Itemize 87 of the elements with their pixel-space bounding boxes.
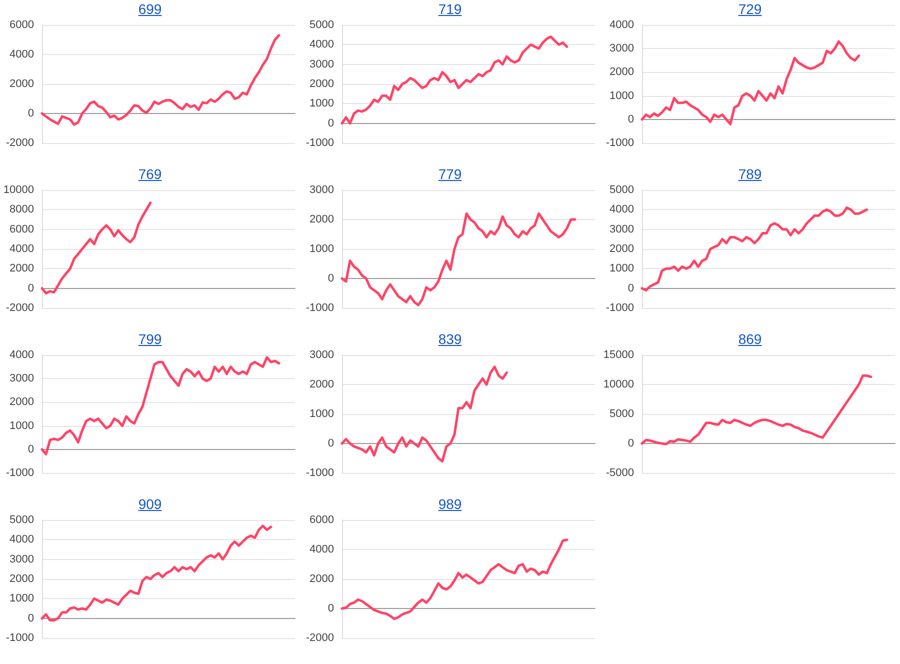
y-tick-label: 0 — [28, 612, 34, 624]
y-tick-label: 5000 — [310, 19, 334, 31]
y-tick-label: 3000 — [610, 42, 634, 55]
y-tick-label: 6000 — [310, 514, 334, 526]
line-series — [640, 40, 860, 126]
y-tick-label: 1000 — [310, 98, 334, 110]
y-tick-label: 5000 — [10, 514, 34, 526]
y-tick-label: -1000 — [306, 137, 334, 149]
y-tick-label: 1000 — [10, 420, 34, 432]
line-series — [340, 538, 568, 620]
line-series — [640, 206, 868, 292]
y-tick-label: 0 — [628, 438, 634, 450]
chart-title: 779 — [437, 166, 463, 182]
y-tick-label: -1000 — [606, 302, 634, 314]
y-tick-label: -2000 — [306, 632, 334, 644]
y-tick-label: 5000 — [610, 408, 634, 420]
y-tick-label: 6000 — [10, 223, 34, 236]
y-tick-label: 1000 — [10, 592, 34, 605]
line-series — [340, 36, 568, 125]
y-tick-label: 0 — [28, 108, 34, 120]
y-tick-label: 1000 — [610, 262, 634, 275]
line-series — [40, 34, 280, 126]
chart-title: 909 — [137, 496, 163, 512]
y-tick-label: 2000 — [10, 573, 34, 585]
y-tick-label: 0 — [28, 282, 34, 294]
y-tick-label: 4000 — [610, 204, 634, 216]
y-tick-label: -5000 — [606, 467, 634, 479]
y-tick-label: 4000 — [610, 19, 634, 31]
y-tick-label: 0 — [328, 272, 334, 284]
y-tick-label: 2000 — [310, 214, 334, 226]
y-tick-label: 3000 — [10, 553, 34, 566]
y-tick-label: 2000 — [310, 573, 334, 585]
line-series — [340, 212, 576, 306]
y-tick-label: 2000 — [10, 396, 34, 408]
y-tick-label: 0 — [328, 117, 334, 130]
y-tick-label: 2000 — [10, 78, 34, 90]
line-series — [40, 356, 280, 456]
y-tick-label: 10000 — [603, 378, 634, 390]
y-tick-label: 15000 — [603, 349, 634, 361]
y-tick-label: 3000 — [10, 372, 34, 385]
y-tick-label: 1000 — [310, 408, 334, 420]
y-tick-label: 3000 — [610, 223, 634, 236]
y-tick-label: 4000 — [10, 243, 34, 255]
line-series — [40, 202, 152, 294]
y-tick-label: 0 — [328, 602, 334, 614]
y-tick-label: 10000 — [3, 184, 34, 196]
y-tick-label: 3000 — [310, 349, 334, 361]
y-tick-label: 4000 — [310, 38, 334, 51]
y-tick-label: 1000 — [610, 90, 634, 102]
chart-title: 789 — [737, 166, 763, 182]
y-tick-label: -1000 — [6, 467, 34, 479]
y-tick-label: -2000 — [6, 137, 34, 149]
y-tick-label: 4000 — [10, 534, 34, 546]
chart-title: 839 — [437, 331, 463, 347]
line-series — [40, 524, 272, 622]
y-tick-label: 2000 — [610, 66, 634, 78]
chart-title: 989 — [437, 496, 463, 512]
y-tick-label: 3000 — [310, 58, 334, 70]
line-series — [340, 366, 508, 462]
y-tick-label: -1000 — [306, 467, 334, 479]
y-tick-label: 2000 — [10, 262, 34, 275]
y-tick-label: 4000 — [10, 48, 34, 60]
y-tick-label: 0 — [28, 443, 34, 456]
y-tick-label: 2000 — [310, 78, 334, 90]
y-tick-label: 4000 — [10, 349, 34, 361]
line-series — [640, 374, 872, 446]
chart-title: 729 — [737, 1, 763, 17]
y-tick-label: 3000 — [310, 184, 334, 196]
chart-title: 769 — [137, 166, 163, 182]
y-tick-label: 5000 — [610, 184, 634, 196]
y-tick-label: -1000 — [6, 632, 34, 644]
chart-title: 799 — [137, 331, 163, 347]
y-tick-label: 2000 — [610, 243, 634, 255]
y-tick-label: 6000 — [10, 19, 34, 31]
chart-title: 699 — [137, 1, 163, 17]
y-tick-label: 4000 — [310, 544, 334, 556]
y-tick-label: 0 — [328, 438, 334, 450]
y-tick-label: -1000 — [306, 302, 334, 314]
y-tick-label: 2000 — [310, 378, 334, 390]
y-tick-label: 0 — [628, 282, 634, 294]
y-tick-label: 1000 — [310, 243, 334, 255]
y-tick-label: -2000 — [6, 302, 34, 314]
chart-title: 869 — [737, 331, 763, 347]
y-tick-label: 0 — [628, 113, 634, 126]
y-tick-label: 8000 — [10, 204, 34, 216]
chart-title: 719 — [437, 1, 463, 17]
y-tick-label: -1000 — [606, 137, 634, 149]
